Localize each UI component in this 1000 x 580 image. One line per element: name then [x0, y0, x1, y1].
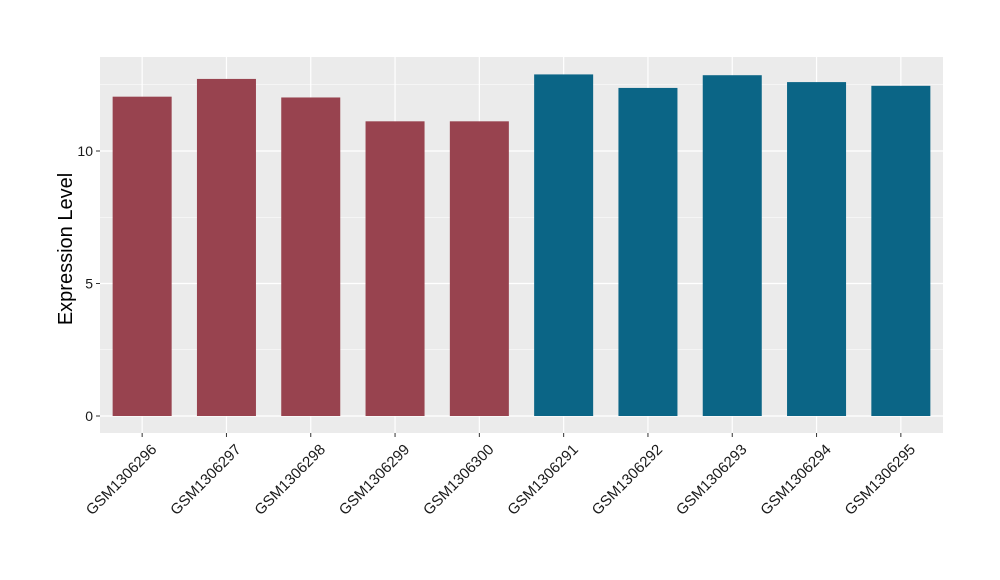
bars: [112, 74, 931, 417]
x-tick-label: GSM1306295: [842, 441, 919, 518]
bar-GSM1306292: [618, 87, 678, 417]
y-tick-label: 0: [85, 408, 93, 424]
x-tick-label: GSM1306300: [420, 441, 497, 518]
bar-GSM1306293: [702, 75, 762, 417]
bar-GSM1306296: [112, 96, 172, 417]
x-tick-label: GSM1306293: [673, 441, 750, 518]
bar-GSM1306298: [281, 97, 341, 416]
bar-GSM1306294: [787, 82, 847, 416]
x-tick-label: GSM1306296: [83, 441, 160, 518]
x-tick-label: GSM1306292: [589, 441, 666, 518]
bar-GSM1306300: [449, 121, 509, 416]
y-axis-ticks: 0 5 10: [77, 143, 100, 424]
bar-GSM1306297: [196, 78, 256, 417]
x-axis-ticks: GSM1306296 GSM1306297 GSM1306298 GSM1306299…: [83, 433, 919, 519]
x-tick-label: GSM1306298: [251, 441, 328, 518]
y-tick-label: 5: [85, 276, 93, 292]
x-tick-label: GSM1306294: [757, 441, 834, 518]
y-axis-title: Expression Level: [55, 173, 77, 325]
bar-GSM1306291: [534, 74, 594, 416]
x-tick-label: GSM1306297: [167, 441, 244, 518]
y-tick-label: 10: [77, 143, 93, 159]
bar-GSM1306299: [365, 121, 425, 416]
x-tick-label: GSM1306299: [336, 441, 413, 518]
bar-GSM1306295: [871, 85, 931, 416]
x-tick-label: GSM1306291: [504, 441, 581, 518]
